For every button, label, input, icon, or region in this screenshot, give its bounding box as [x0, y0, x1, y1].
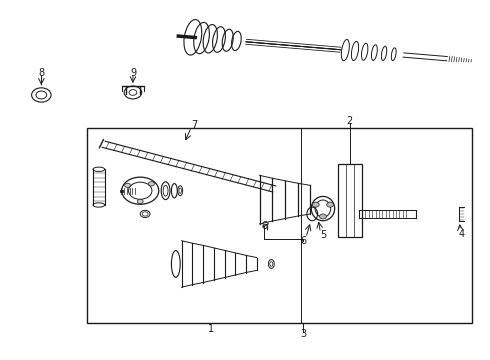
- Text: 9: 9: [130, 68, 136, 78]
- Circle shape: [312, 202, 319, 207]
- Circle shape: [124, 183, 130, 188]
- Text: 8: 8: [38, 68, 45, 78]
- Bar: [87, 128, 471, 323]
- Text: 5: 5: [320, 230, 326, 240]
- Text: 3: 3: [300, 329, 307, 339]
- Text: 1: 1: [208, 324, 214, 334]
- Circle shape: [327, 202, 334, 207]
- Text: 6: 6: [262, 221, 268, 231]
- Text: 2: 2: [346, 116, 353, 126]
- Circle shape: [148, 182, 154, 186]
- Text: 4: 4: [459, 229, 465, 239]
- Circle shape: [137, 199, 143, 203]
- Text: 6: 6: [300, 236, 307, 246]
- Text: 7: 7: [191, 120, 197, 130]
- Bar: [338, 164, 362, 237]
- Circle shape: [319, 214, 326, 219]
